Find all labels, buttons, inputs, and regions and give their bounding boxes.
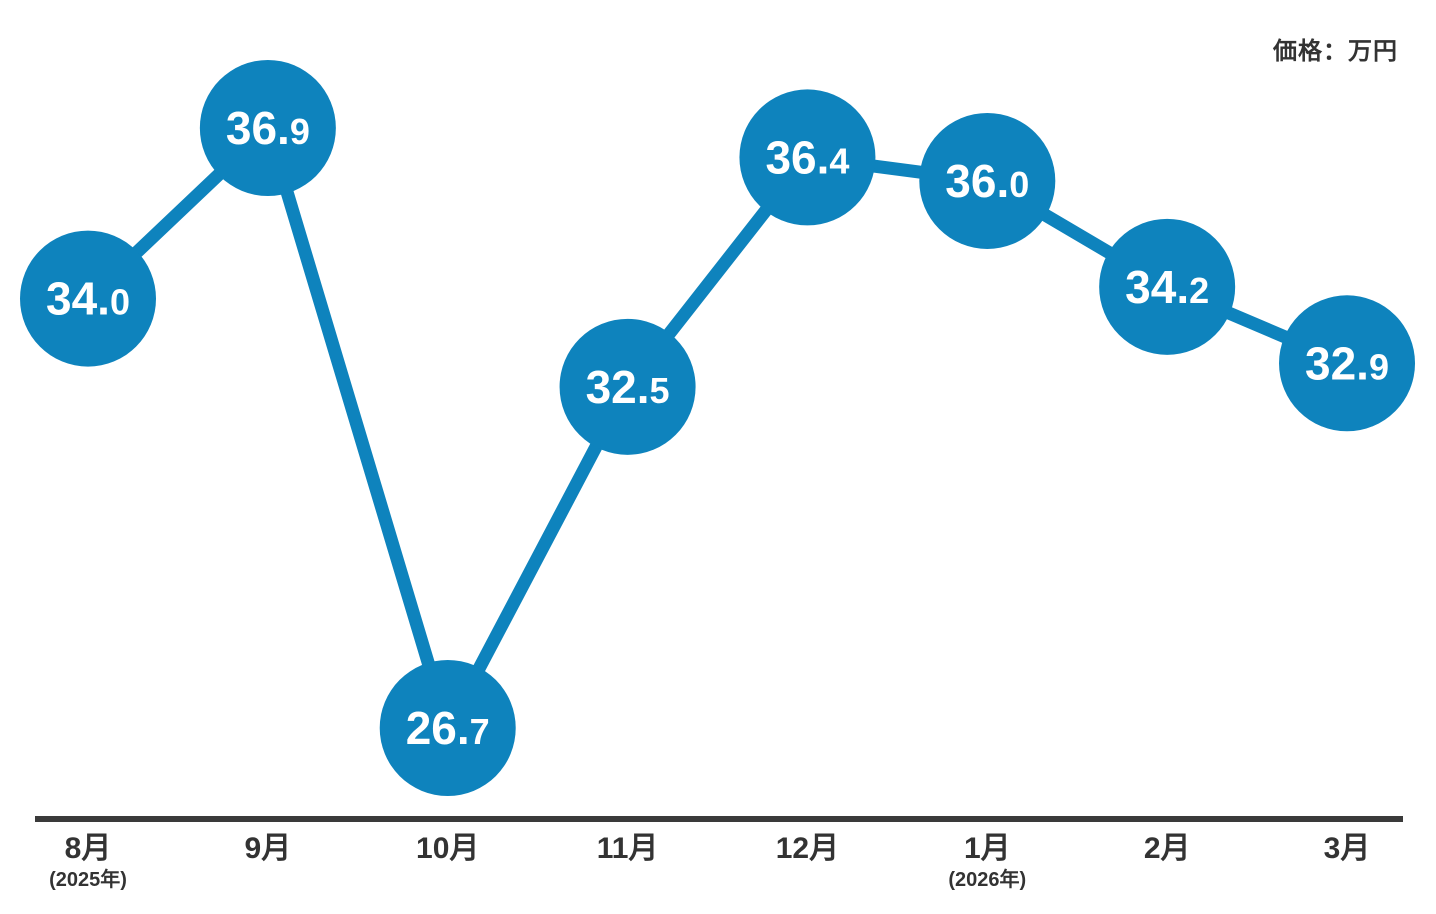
- data-point-circle: [559, 318, 696, 455]
- x-tick-label: 3月: [1324, 832, 1371, 865]
- x-tick-label: 2月: [1144, 832, 1191, 865]
- data-point-circle: [739, 89, 876, 226]
- x-tick-label: 11月: [597, 832, 659, 865]
- data-point-value: 26.7: [406, 702, 490, 754]
- data-point-circle: [1099, 218, 1236, 355]
- x-tick-label: 10月: [416, 832, 479, 865]
- x-tick-year-sublabel: (2026年): [948, 867, 1026, 891]
- x-tick-label: 12月: [776, 832, 839, 865]
- data-point-value: 34.0: [46, 273, 130, 325]
- data-point-circle: [379, 660, 516, 796]
- x-tick-label: 1月: [964, 832, 1011, 865]
- x-tick-label: 9月: [245, 832, 292, 865]
- data-point-value: 32.9: [1305, 337, 1389, 389]
- data-point-value: 32.5: [586, 361, 670, 413]
- x-axis-line: [35, 816, 1403, 822]
- data-point-circle: [1279, 295, 1416, 432]
- data-point-value: 36.4: [765, 131, 849, 183]
- data-point-circle: [199, 60, 336, 196]
- data-point-value: 34.2: [1125, 261, 1209, 313]
- data-point-circle: [20, 230, 156, 367]
- chart-unit-label: 価格：万円: [1273, 38, 1398, 65]
- data-point-value: 36.0: [945, 155, 1029, 207]
- data-point-value: 36.9: [226, 102, 310, 154]
- series-line: [83, 121, 1350, 735]
- data-point-circle: [919, 112, 1056, 249]
- x-tick-label: 8月: [65, 832, 112, 865]
- x-tick-year-sublabel: (2025年): [49, 867, 127, 891]
